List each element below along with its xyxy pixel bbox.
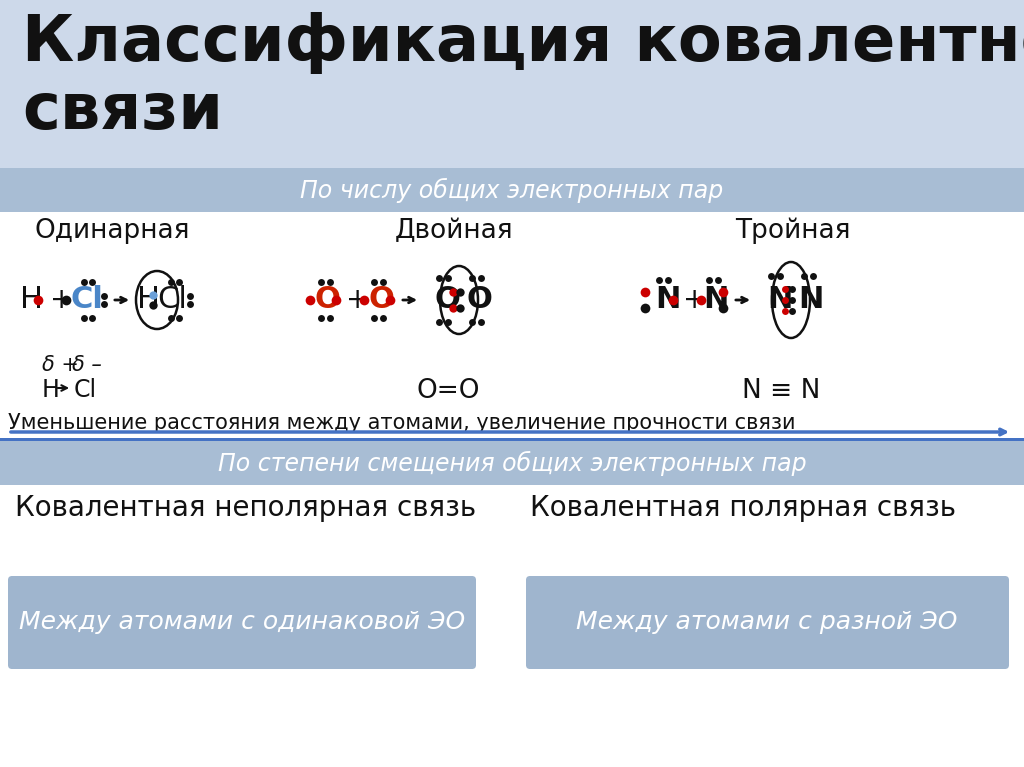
Text: Одинарная: Одинарная [35,218,190,244]
Text: Cl: Cl [74,378,97,402]
Text: O=O: O=O [416,378,480,404]
Text: O: O [435,285,461,314]
Text: По числу общих электронных пар: По числу общих электронных пар [300,177,724,202]
Text: Ковалентная неполярная связь: Ковалентная неполярная связь [15,494,476,522]
Text: Между атомами с разной ЭО: Между атомами с разной ЭО [577,610,957,634]
Text: связи: связи [22,80,223,142]
Text: N: N [798,285,823,314]
Text: Между атомами с одинаковой ЭО: Между атомами с одинаковой ЭО [18,610,465,634]
Text: Тройная: Тройная [735,218,851,245]
Text: H: H [42,378,59,402]
Bar [0,407,1024,441]
FancyBboxPatch shape [526,576,1009,669]
Text: По степени смещения общих электронных пар: По степени смещения общих электронных па… [218,450,806,476]
Text: Cl: Cl [70,285,102,314]
Text: N ≡ N: N ≡ N [741,378,820,404]
Text: H: H [20,285,43,314]
Bar [0,441,1024,485]
FancyBboxPatch shape [8,576,476,669]
Text: O: O [314,285,340,314]
Text: Ковалентная полярная связь: Ковалентная полярная связь [530,494,956,522]
Text: O: O [466,285,492,314]
Text: +: + [346,286,370,314]
Text: H: H [137,285,160,314]
Text: δ +: δ + [42,355,79,375]
Text: N: N [703,285,728,314]
Bar [0,212,1024,407]
Text: N: N [655,285,680,314]
Bar [0,438,1024,441]
Text: Двойная: Двойная [395,218,514,244]
Bar [0,485,1024,767]
Text: Уменьшение расстояния между атомами, увеличение прочности связи: Уменьшение расстояния между атомами, уве… [8,413,796,433]
Bar [0,168,1024,212]
Text: O: O [368,285,394,314]
Text: Классификация ковалентной: Классификация ковалентной [22,12,1024,74]
Text: δ –: δ – [72,355,101,375]
Bar [0,0,1024,168]
Text: +: + [683,286,707,314]
Text: +: + [50,286,74,314]
Text: Cl: Cl [157,285,186,314]
Text: N: N [767,285,793,314]
